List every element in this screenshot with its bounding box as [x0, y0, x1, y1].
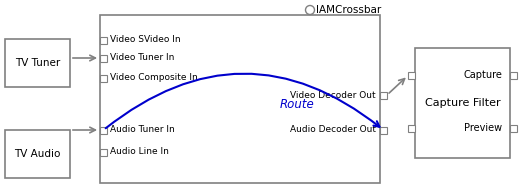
Text: Video Composite In: Video Composite In: [110, 74, 198, 83]
Text: Audio Tuner In: Audio Tuner In: [110, 125, 175, 134]
Text: Preview: Preview: [464, 123, 502, 133]
Bar: [100, 15, 380, 183]
Bar: [100, 54, 107, 62]
Text: TV Audio: TV Audio: [14, 149, 61, 159]
Bar: [408, 125, 415, 132]
Bar: [5, 39, 70, 87]
Bar: [5, 130, 70, 178]
Text: Audio Line In: Audio Line In: [110, 147, 169, 156]
Bar: [510, 72, 517, 79]
Text: IAMCrossbar: IAMCrossbar: [316, 5, 381, 15]
Bar: [408, 72, 415, 79]
Bar: [100, 36, 107, 44]
Text: Capture Filter: Capture Filter: [425, 98, 500, 108]
Bar: [380, 91, 387, 99]
Bar: [380, 126, 387, 134]
Bar: [100, 126, 107, 134]
Text: Video Tuner In: Video Tuner In: [110, 53, 174, 62]
Text: Video Decoder Out: Video Decoder Out: [290, 91, 376, 100]
Bar: [100, 148, 107, 155]
Bar: [415, 48, 510, 158]
Text: Capture: Capture: [463, 70, 502, 80]
Text: Route: Route: [280, 99, 315, 112]
Bar: [510, 125, 517, 132]
Text: Audio Decoder Out: Audio Decoder Out: [290, 125, 376, 134]
Text: Video SVideo In: Video SVideo In: [110, 36, 181, 45]
Text: TV Tuner: TV Tuner: [15, 58, 60, 68]
Bar: [100, 74, 107, 82]
